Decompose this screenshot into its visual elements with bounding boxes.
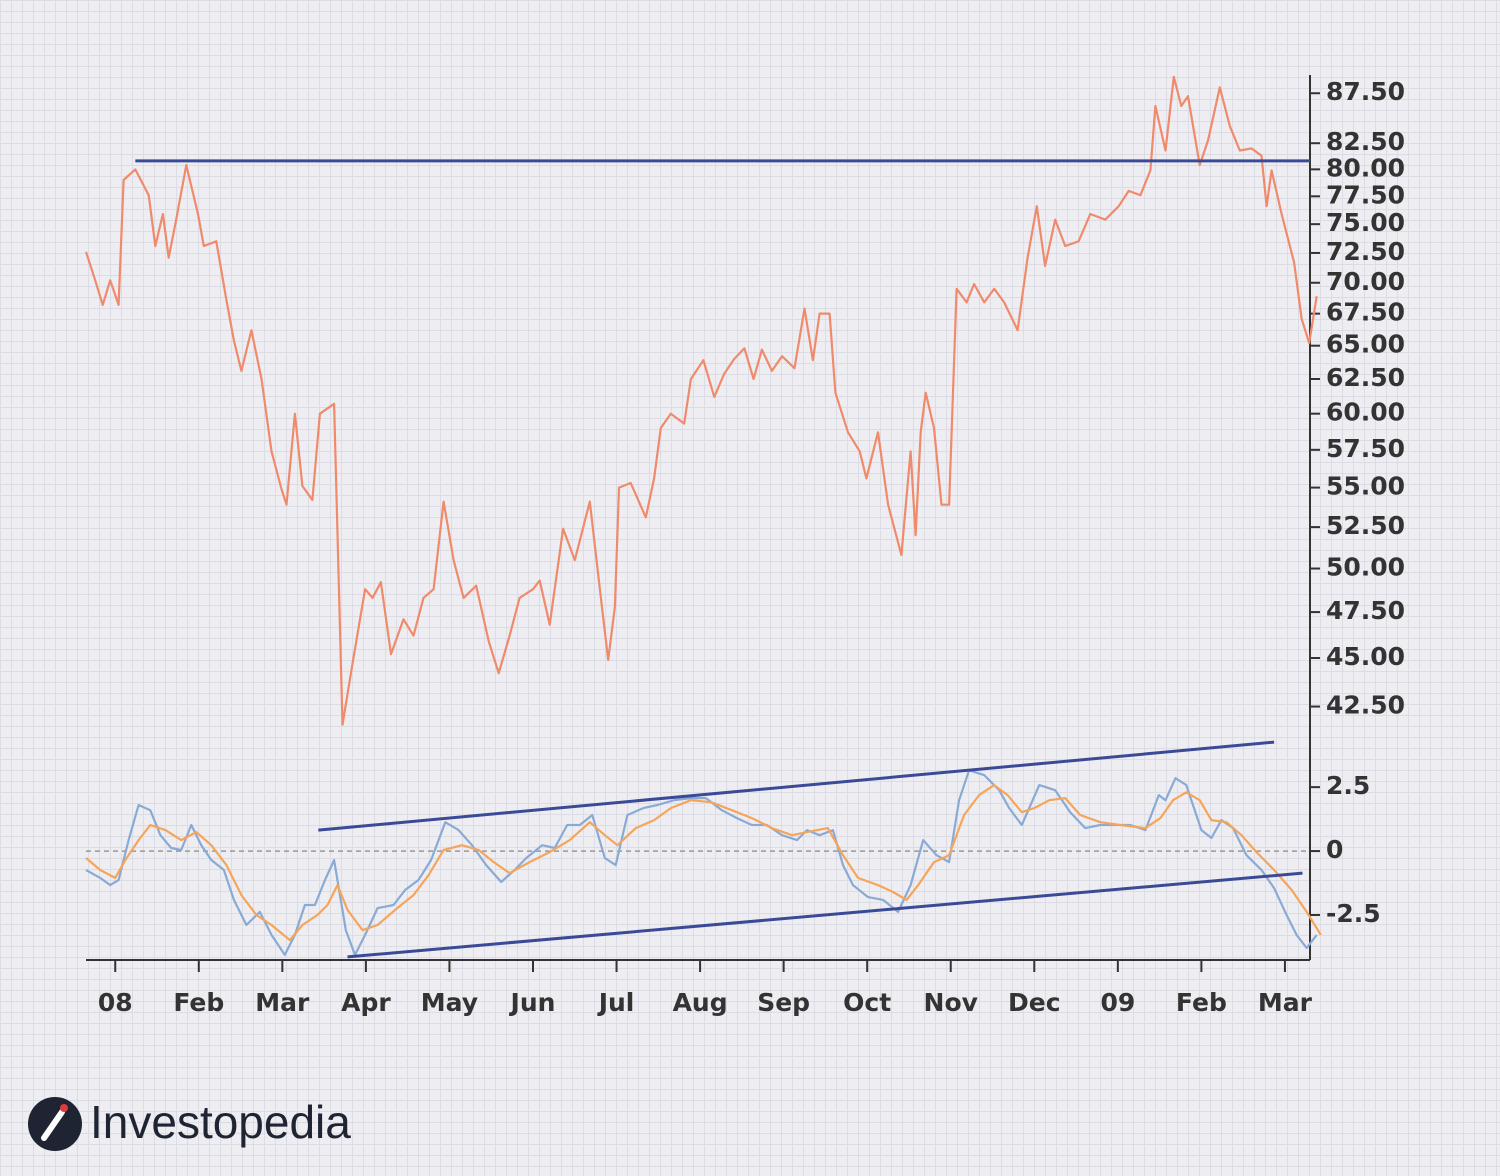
y-tick-label: 57.50: [1326, 434, 1405, 463]
x-tick-label: Sep: [757, 988, 810, 1017]
y-tick-label: 87.50: [1326, 77, 1405, 106]
y-tick-label: 65.00: [1326, 330, 1405, 359]
y-tick-label: 70.00: [1326, 267, 1405, 296]
y-tick-label: 50.00: [1326, 553, 1405, 582]
x-tick-label: 09: [1100, 988, 1135, 1017]
x-tick-label: Jul: [597, 988, 635, 1017]
x-tick-label: Dec: [1008, 988, 1061, 1017]
x-tick-label: Aug: [673, 988, 728, 1017]
y-tick-label: 80.00: [1326, 153, 1405, 182]
y-tick-label: 55.00: [1326, 472, 1405, 501]
y-tick-label: -2.5: [1326, 899, 1381, 928]
x-tick-label: Feb: [173, 988, 224, 1017]
y-tick-label: 82.50: [1326, 127, 1405, 156]
logo-icon: [28, 1097, 82, 1151]
logo-text: Investopedia: [90, 1096, 351, 1148]
x-tick-label: Nov: [924, 988, 978, 1017]
x-tick-label: Mar: [1258, 988, 1313, 1017]
x-tick-label: 08: [98, 988, 133, 1017]
y-tick-label: 75.00: [1326, 208, 1405, 237]
x-tick-label: Mar: [255, 988, 310, 1017]
x-tick-label: Jun: [509, 988, 556, 1017]
x-tick-label: Apr: [341, 988, 391, 1017]
y-tick-label: 42.50: [1326, 691, 1405, 720]
data-line: [85, 784, 1322, 942]
y-tick-label: 47.50: [1326, 596, 1405, 625]
y-tick-label: 2.5: [1326, 771, 1370, 800]
x-tick-label: May: [421, 988, 478, 1017]
x-tick-label: Oct: [843, 988, 891, 1017]
y-tick-label: 45.00: [1326, 642, 1405, 671]
y-tick-label: 52.50: [1326, 511, 1405, 540]
y-tick-label: 62.50: [1326, 363, 1405, 392]
trend-line: [347, 871, 1303, 959]
data-line: [84, 75, 1318, 726]
y-tick-label: 67.50: [1326, 298, 1405, 327]
y-tick-label: 72.50: [1326, 237, 1405, 266]
trend-line: [318, 740, 1275, 832]
y-tick-label: 77.50: [1326, 180, 1405, 209]
x-tick-label: Feb: [1176, 988, 1227, 1017]
y-tick-label: 60.00: [1326, 398, 1405, 427]
y-tick-label: 0: [1326, 835, 1343, 864]
